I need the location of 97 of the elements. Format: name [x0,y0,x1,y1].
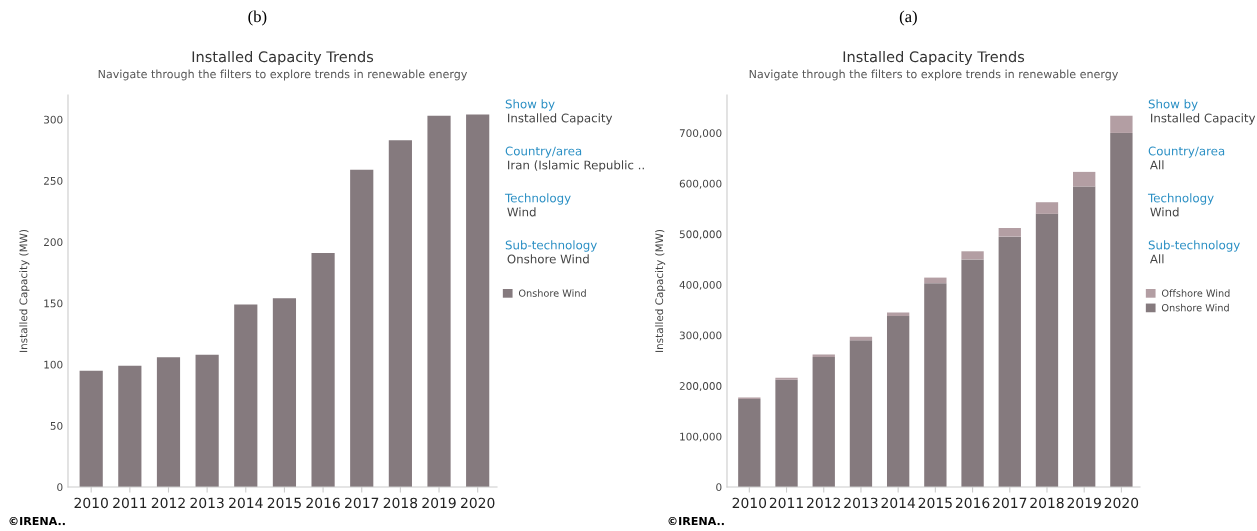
y-tick-label: 300 [44,115,63,124]
x-tick-label: 2019 [1067,497,1101,509]
text: All [1149,160,1164,170]
x-tick-label: 2011 [769,497,803,509]
text: All [1149,254,1164,264]
bar [272,298,297,487]
bar [924,277,947,284]
text: ©IRENA.. [9,516,65,526]
bar [961,259,984,487]
y-tick-label: 100 [44,360,63,369]
bar [79,370,103,487]
bar [961,251,984,260]
text: Onshore Wind [507,254,589,264]
text: Wind [507,207,536,217]
bar [775,377,798,380]
y-tick-label: 600,000 [679,179,722,189]
text: Technology [1147,193,1214,205]
legend-label: Onshore Wind [518,289,586,297]
text: (b) [248,10,267,26]
bar [812,357,835,487]
x-tick-label: 2015 [918,497,952,509]
x-tick-label: 2017 [993,497,1027,509]
y-tick-label: 200 [44,238,63,247]
bar [1035,202,1059,214]
y-tick-label: 0 [716,483,722,492]
bar [886,316,910,487]
x-tick-label: 2018 [383,497,418,509]
x-tick-label: 2010 [732,497,767,509]
bar [1073,186,1096,487]
x-tick-label: 2012 [151,497,185,509]
bar [118,365,142,487]
bar [427,115,451,487]
text: Installed Capacity [508,113,613,125]
bar [1110,115,1133,133]
y-tick-label: 250 [44,176,63,185]
bar [998,236,1021,487]
y-tick-label: 150 [44,299,63,308]
x-tick-label: 2015 [267,497,301,509]
bar [466,114,490,487]
x-tick-label: 2014 [229,497,263,509]
chart-title: Installed Capacity Trends [843,50,1025,66]
bar [924,283,947,487]
text: Show by [1148,99,1198,111]
chart-subtitle: Navigate through the filters to explore trends in renewable energy [749,69,1119,81]
x-tick-label: 2020 [461,497,495,509]
text: Technology [504,193,571,205]
text: ©IRENA.. [668,516,724,526]
x-tick-label: 2013 [844,497,878,509]
x-tick-label: 2017 [345,497,379,509]
text: (a) [899,10,917,26]
text: Country/area [1148,146,1225,158]
bar [156,357,181,487]
x-tick-label: 2016 [306,497,340,509]
y-tick-label: 0 [57,483,63,492]
x-tick-label: 2011 [113,497,147,509]
bar [311,253,335,487]
bar [998,228,1021,237]
y-tick-label: 700,000 [679,129,722,139]
x-tick-label: 2018 [1030,497,1064,509]
bar [234,304,258,487]
bar [775,379,798,487]
text: Country/area [505,146,582,158]
chart-subtitle: Navigate through the filters to explore trends in renewable energy [98,69,468,81]
x-tick-label: 2014 [881,497,916,509]
x-tick-label: 2019 [422,497,456,509]
bar [738,398,761,487]
x-tick-label: 2012 [807,497,841,509]
y-axis-title: Installed Capacity (MW) [19,229,30,352]
y-tick-label: 400,000 [679,280,722,290]
y-axis-title: Installed Capacity (MW) [655,229,666,352]
y-tick-label: 200,000 [679,382,722,392]
bar [195,354,219,487]
text: Installed Capacity [1151,113,1256,125]
bar [1073,171,1096,187]
y-tick-label: 500,000 [679,230,722,240]
x-tick-label: 2020 [1104,497,1139,509]
x-tick-label: 2016 [955,497,990,509]
bar [886,312,910,317]
text: Iran (Islamic Republic .. [508,160,644,172]
bar [1110,132,1133,487]
x-tick-label: 2010 [74,497,108,509]
x-tick-label: 2013 [190,497,224,509]
y-tick-label: 50 [50,421,63,430]
bar [350,169,374,487]
text: Wind [1150,207,1179,217]
y-tick-label: 100,000 [680,432,722,442]
text: Sub-technology [505,240,597,252]
text: Sub-technology [1148,240,1240,252]
legend-label: Offshore Wind [1161,289,1230,297]
chart-title: Installed Capacity Trends [192,50,374,66]
bar [812,354,835,358]
bar [849,340,873,487]
legend-label: Onshore Wind [1161,303,1229,312]
bar [388,140,412,487]
bar [1035,213,1059,487]
y-tick-label: 300,000 [679,331,722,341]
text: Show by [505,99,555,111]
